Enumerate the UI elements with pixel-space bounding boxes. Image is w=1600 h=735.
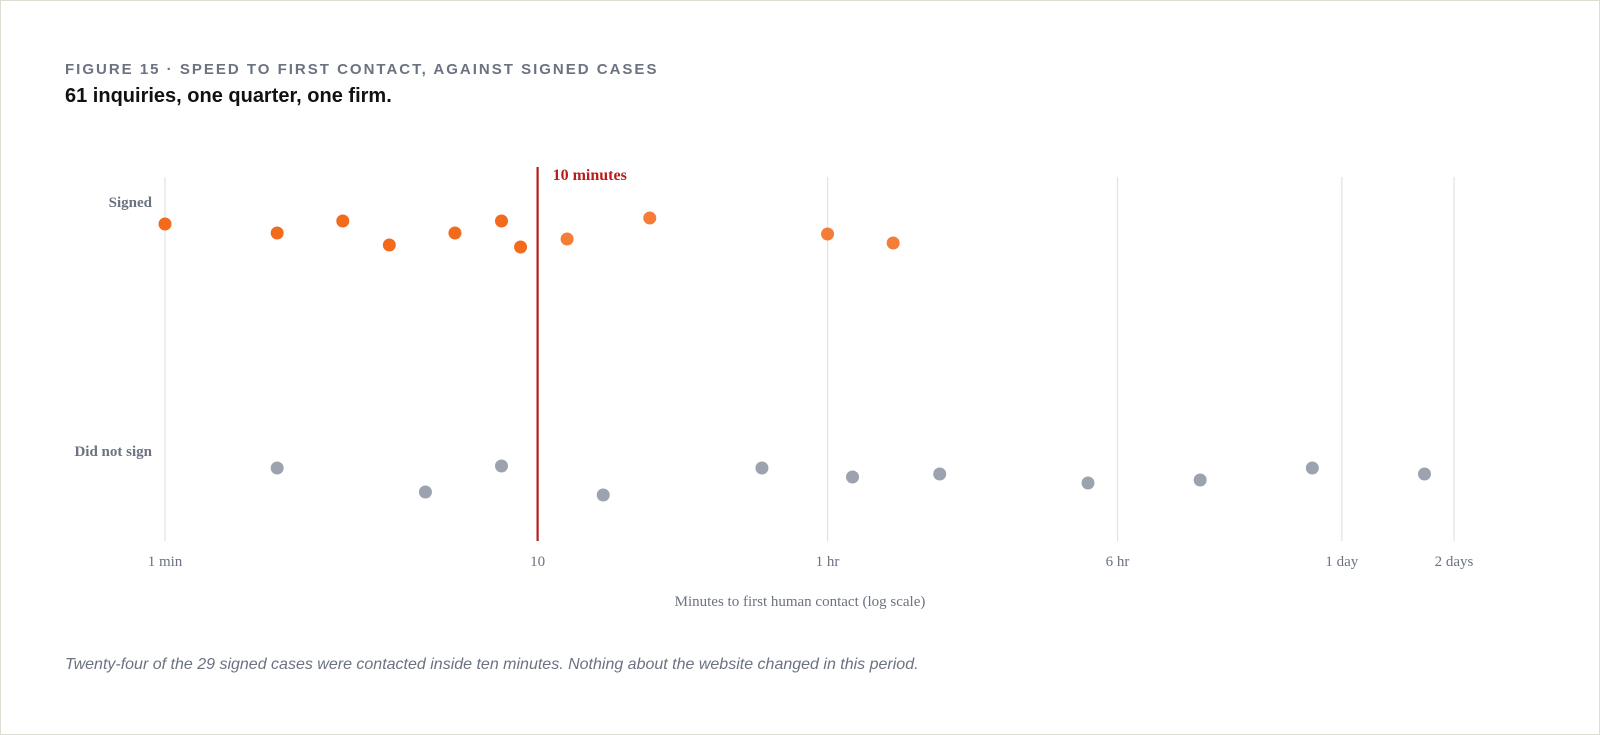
x-tick-label: 10 (530, 554, 545, 570)
not-signed-point (933, 467, 947, 481)
not-signed-point (418, 485, 432, 499)
threshold-layer: 10 minutes (536, 167, 627, 541)
x-tick-label: 1 min (148, 554, 183, 570)
figure-headline: 61 inquiries, one quarter, one firm. (65, 85, 392, 107)
x-tick-label: 2 days (1435, 554, 1474, 570)
signed-point (821, 227, 835, 241)
row-label: Did not sign (74, 444, 152, 460)
not-signed-point (494, 459, 508, 473)
signed-point (448, 226, 462, 240)
signed-point (158, 217, 172, 231)
signed-point (886, 236, 900, 250)
not-signed-point (1081, 476, 1095, 490)
row-label: Signed (109, 195, 153, 211)
not-signed-point (755, 461, 769, 475)
x-tick-label: 1 hr (816, 554, 840, 570)
not-signed-point (1305, 461, 1319, 475)
signed-point (514, 240, 528, 254)
signed-point (643, 211, 657, 225)
threshold-label: 10 minutes (553, 167, 627, 184)
not-signed-point (845, 470, 859, 484)
x-tick-label: 1 day (1325, 554, 1358, 570)
signed-point (382, 238, 396, 252)
signed-point (560, 232, 574, 246)
not-signed-point (596, 488, 610, 502)
points-layer (158, 211, 1431, 502)
figure-eyebrow: FIGURE 15 · SPEED TO FIRST CONTACT, AGAI… (65, 61, 659, 78)
labels-layer: 1 min 10 1 hr 6 hr 1 day 2 days Minutes to fir… (74, 195, 1473, 610)
not-signed-point (1417, 467, 1431, 481)
not-signed-point (1193, 473, 1207, 487)
x-tick-label: 6 hr (1106, 554, 1130, 570)
figure-caption: Twenty-four of the 29 signed cases were … (65, 656, 919, 673)
signed-point (494, 214, 508, 228)
signed-point (336, 214, 350, 228)
x-axis-label: Minutes to first human contact (log scal… (675, 594, 926, 610)
grid-layer (164, 177, 1455, 541)
not-signed-point (270, 461, 284, 475)
signed-point (270, 226, 284, 240)
